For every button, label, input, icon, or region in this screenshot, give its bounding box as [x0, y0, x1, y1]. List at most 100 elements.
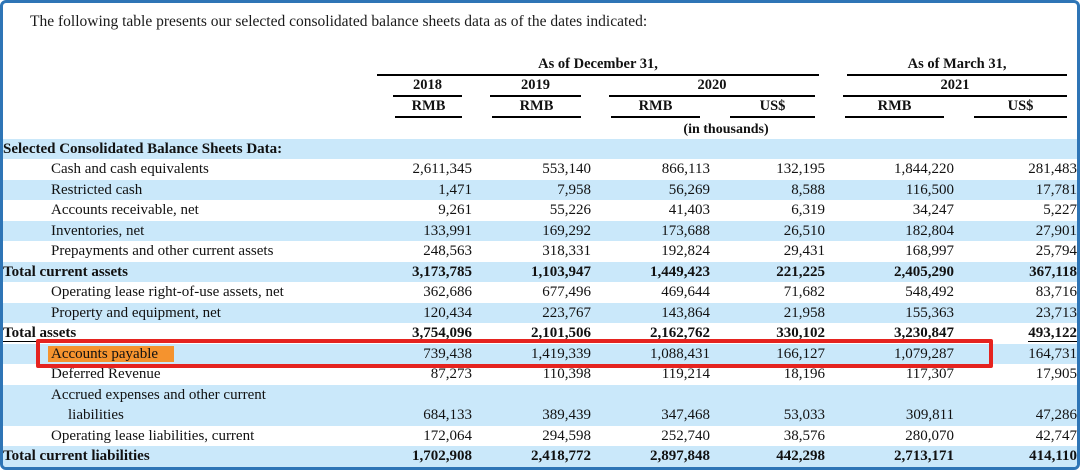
table-row: Accrued expenses and other current liabil… [3, 385, 1077, 426]
cell-value: 18,196 [784, 366, 825, 382]
row-label: Deferred Revenue [51, 366, 161, 382]
table-row: Accounts receivable, net9,26155,22641,40… [3, 200, 1077, 221]
cell-value: 119,214 [662, 366, 710, 382]
row-label: Prepayments and other current assets [51, 243, 273, 259]
group-header-row: As of December 31, As of March 31, [3, 55, 1077, 76]
cell-value: 280,070 [905, 428, 954, 444]
cell-value: 362,686 [423, 284, 472, 300]
cell-value: 38,576 [784, 428, 825, 444]
cell-value: 330,102 [776, 325, 825, 342]
cell-value: 3,754,096 [412, 325, 472, 342]
cell-value: 5,227 [1043, 202, 1077, 218]
unit-header-2018-rmb: RMB [395, 97, 462, 118]
cell-value: 2,162,762 [650, 325, 710, 342]
row-label-line2: liabilities [51, 405, 375, 426]
cell-value: 172,064 [423, 428, 472, 444]
cell-value: 684,133 [423, 407, 472, 423]
cell-value: 318,331 [542, 243, 591, 259]
cell-value: 164,731 [1028, 346, 1077, 362]
cell-value: 2,611,345 [413, 161, 472, 177]
cell-value: 1,702,908 [412, 448, 472, 464]
cell-value: 23,713 [1036, 305, 1077, 321]
cell-value: 442,298 [776, 448, 825, 464]
cell-value: 6,319 [791, 202, 825, 218]
cell-value: 493,122 [1028, 325, 1077, 342]
cell-value: 55,226 [550, 202, 591, 218]
unit-header-2021-usd: US$ [974, 97, 1067, 118]
cell-value: 8,588 [791, 182, 825, 198]
cell-value: 166,127 [776, 346, 825, 362]
cell-value: 17,905 [1036, 366, 1077, 382]
cell-value: 9,261 [438, 202, 472, 218]
cell-value: 192,824 [661, 243, 710, 259]
cell-value: 132,195 [776, 161, 825, 177]
intro-text: The following table presents our selecte… [30, 12, 1077, 32]
table-row: Selected Consolidated Balance Sheets Dat… [3, 139, 1077, 160]
cell-value: 56,269 [669, 182, 710, 198]
cell-value: 248,563 [423, 243, 472, 259]
year-header-row: 2018 2019 2020 2021 [3, 76, 1077, 97]
highlighted-row-label: Accounts payable [48, 346, 174, 362]
table-row: Property and equipment, net120,434223,76… [3, 303, 1077, 324]
cell-value: 182,804 [905, 223, 954, 239]
cell-value: 3,173,785 [412, 264, 472, 280]
unit-header-2020-usd: US$ [730, 97, 815, 118]
cell-value: 173,688 [661, 223, 710, 239]
cell-value: 1,844,220 [894, 161, 954, 177]
cell-value: 1,088,431 [650, 346, 710, 362]
table-body: Selected Consolidated Balance Sheets Dat… [3, 139, 1077, 467]
row-label: Operating lease liabilities, current [51, 428, 254, 444]
table-row: Inventories, net133,991169,292173,68826,… [3, 221, 1077, 242]
row-label: Property and equipment, net [51, 305, 221, 321]
cell-value: 1,449,423 [650, 264, 710, 280]
units-note: (in thousands) [375, 118, 1077, 139]
cell-value: 1,419,339 [531, 346, 591, 362]
year-header-2018: 2018 [393, 76, 462, 97]
table-row: Operating lease liabilities, current 172,… [3, 426, 1077, 447]
cell-value: 25,794 [1036, 243, 1077, 259]
cell-value: 169,292 [542, 223, 591, 239]
cell-value: 34,247 [913, 202, 954, 218]
cell-value: 414,110 [1029, 448, 1077, 464]
table-row: Operating lease right-of-use assets, net… [3, 282, 1077, 303]
row-label: Operating lease right-of-use assets, net [51, 284, 284, 300]
cell-value: 1,079,287 [894, 346, 954, 362]
cell-value: 3,230,847 [894, 325, 954, 342]
cell-value: 17,781 [1036, 182, 1077, 198]
cell-value: 42,747 [1036, 428, 1077, 444]
cell-value: 155,363 [905, 305, 954, 321]
unit-header-row: RMB RMB RMB US$ RMB US$ [3, 97, 1077, 118]
cell-value: 21,958 [784, 305, 825, 321]
cell-value: 116,500 [906, 182, 954, 198]
cell-value: 252,740 [661, 428, 710, 444]
cell-value: 2,418,772 [531, 448, 591, 464]
units-note-row: (in thousands) [3, 118, 1077, 139]
cell-value: 553,140 [542, 161, 591, 177]
cell-value: 110,398 [543, 366, 591, 382]
year-header-2020: 2020 [609, 76, 815, 97]
row-label: Inventories, net [51, 223, 144, 239]
cell-value: 389,439 [542, 407, 591, 423]
row-label: Accounts receivable, net [51, 202, 199, 218]
cell-value: 120,434 [423, 305, 472, 321]
row-label: Accrued expenses and other current [51, 387, 266, 403]
balance-sheet-table: As of December 31, As of March 31, 2018 … [3, 55, 1077, 467]
cell-value: 2,101,506 [531, 325, 591, 342]
cell-value: 866,113 [662, 161, 710, 177]
cell-value: 133,991 [423, 223, 472, 239]
table-row: Total current assets3,173,7851,103,9471,… [3, 262, 1077, 283]
table-row: Deferred Revenue87,273110,398119,21418,1… [3, 364, 1077, 385]
unit-header-2019-rmb: RMB [492, 97, 581, 118]
table-row: Cash and cash equivalents2,611,345553,14… [3, 159, 1077, 180]
cell-value: 53,033 [784, 407, 825, 423]
row-label: Total current liabilities [3, 448, 150, 464]
cell-value: 677,496 [542, 284, 591, 300]
cell-value: 469,644 [661, 284, 710, 300]
cell-value: 71,682 [784, 284, 825, 300]
table-row: Total current liabilities 1,702,908 2,418,… [3, 446, 1077, 467]
cell-value: 7,958 [557, 182, 591, 198]
cell-value: 117,307 [906, 366, 954, 382]
row-label: Total current assets [3, 264, 128, 280]
table-row: Prepayments and other current assets 248,… [3, 241, 1077, 262]
cell-value: 168,997 [905, 243, 954, 259]
